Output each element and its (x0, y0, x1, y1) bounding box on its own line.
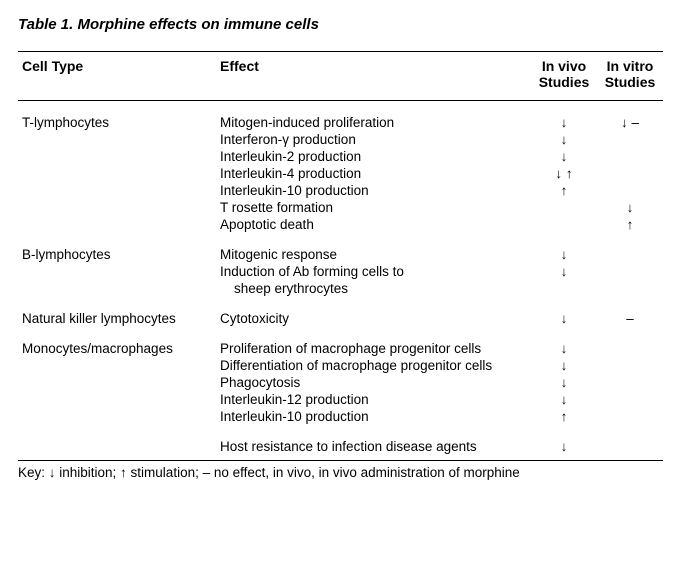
cell-type (18, 263, 216, 280)
cell-type (18, 182, 216, 199)
cell-type: B-lymphocytes (18, 233, 216, 263)
cell-effect: Mitogen-induced proliferation (216, 101, 531, 131)
table-row: sheep erythrocytes (18, 280, 663, 297)
header-cell-type: Cell Type (18, 52, 216, 101)
cell-effect: Interleukin-4 production (216, 165, 531, 182)
table-row: Interleukin-4 production ↓ ↑ (18, 165, 663, 182)
table-row: Interleukin-2 production ↓ (18, 148, 663, 165)
cell-vitro (597, 425, 663, 461)
cell-vivo: ↓ (531, 131, 597, 148)
cell-vitro: ↑ (597, 216, 663, 233)
cell-type (18, 148, 216, 165)
cell-effect: Proliferation of macrophage progenitor c… (216, 327, 531, 357)
cell-type: Natural killer lymphocytes (18, 297, 216, 327)
cell-effect: Interferon-γ production (216, 131, 531, 148)
table-row: Phagocytosis ↓ (18, 374, 663, 391)
cell-vitro (597, 280, 663, 297)
cell-type (18, 216, 216, 233)
table-title: Table 1. Morphine effects on immune cell… (18, 16, 663, 33)
cell-type (18, 357, 216, 374)
table-row: Host resistance to infection disease age… (18, 425, 663, 461)
cell-vivo: ↓ (531, 148, 597, 165)
cell-vitro (597, 165, 663, 182)
effects-table: Cell Type Effect In vivo Studies In vitr… (18, 51, 663, 461)
cell-vivo: ↓ (531, 101, 597, 131)
cell-vivo (531, 280, 597, 297)
cell-vivo: ↓ (531, 357, 597, 374)
cell-vivo: ↓ (531, 263, 597, 280)
table-row: B-lymphocytes Mitogenic response ↓ (18, 233, 663, 263)
cell-type (18, 374, 216, 391)
table-row: Induction of Ab forming cells to ↓ (18, 263, 663, 280)
cell-type (18, 280, 216, 297)
cell-vitro: ↓ (597, 199, 663, 216)
cell-type (18, 425, 216, 461)
table-row: T rosette formation ↓ (18, 199, 663, 216)
header-in-vitro: In vitro Studies (597, 52, 663, 101)
cell-vitro (597, 357, 663, 374)
table-key: Key: ↓ inhibition; ↑ stimulation; – no e… (18, 465, 663, 480)
cell-effect: sheep erythrocytes (216, 280, 531, 297)
cell-type (18, 131, 216, 148)
header-row: Cell Type Effect In vivo Studies In vitr… (18, 52, 663, 101)
table-row: Differentiation of macrophage progenitor… (18, 357, 663, 374)
cell-effect: Interleukin-10 production (216, 408, 531, 425)
cell-vivo: ↓ ↑ (531, 165, 597, 182)
cell-type (18, 408, 216, 425)
cell-effect: Host resistance to infection disease age… (216, 425, 531, 461)
cell-vitro (597, 391, 663, 408)
cell-vivo: ↑ (531, 408, 597, 425)
cell-vitro: ↓ – (597, 101, 663, 131)
cell-effect: Phagocytosis (216, 374, 531, 391)
cell-type (18, 165, 216, 182)
header-effect: Effect (216, 52, 531, 101)
cell-effect: Induction of Ab forming cells to (216, 263, 531, 280)
cell-vitro: – (597, 297, 663, 327)
table-row: Apoptotic death ↑ (18, 216, 663, 233)
table-row: Natural killer lymphocytes Cytotoxicity … (18, 297, 663, 327)
cell-vivo: ↓ (531, 425, 597, 461)
cell-effect: Apoptotic death (216, 216, 531, 233)
header-in-vivo: In vivo Studies (531, 52, 597, 101)
cell-type: T-lymphocytes (18, 101, 216, 131)
table-row: Monocytes/macrophages Proliferation of m… (18, 327, 663, 357)
cell-vivo: ↑ (531, 182, 597, 199)
cell-effect: Interleukin-10 production (216, 182, 531, 199)
cell-vitro (597, 182, 663, 199)
table-row: Interleukin-12 production ↓ (18, 391, 663, 408)
cell-type (18, 391, 216, 408)
cell-vitro (597, 131, 663, 148)
table-row: Interferon-γ production ↓ (18, 131, 663, 148)
cell-type: Monocytes/macrophages (18, 327, 216, 357)
cell-vivo: ↓ (531, 327, 597, 357)
cell-effect: Cytotoxicity (216, 297, 531, 327)
cell-vitro (597, 327, 663, 357)
cell-vitro (597, 148, 663, 165)
cell-vivo: ↓ (531, 391, 597, 408)
cell-vitro (597, 374, 663, 391)
cell-vivo: ↓ (531, 374, 597, 391)
table-row: Interleukin-10 production ↑ (18, 408, 663, 425)
table-row: Interleukin-10 production ↑ (18, 182, 663, 199)
cell-vivo (531, 199, 597, 216)
cell-vivo: ↓ (531, 297, 597, 327)
cell-vitro (597, 263, 663, 280)
cell-vitro (597, 233, 663, 263)
cell-effect: Mitogenic response (216, 233, 531, 263)
cell-vivo (531, 216, 597, 233)
cell-effect: Interleukin-12 production (216, 391, 531, 408)
cell-vivo: ↓ (531, 233, 597, 263)
cell-effect: Differentiation of macrophage progenitor… (216, 357, 531, 374)
cell-type (18, 199, 216, 216)
cell-effect: Interleukin-2 production (216, 148, 531, 165)
cell-effect: T rosette formation (216, 199, 531, 216)
cell-vitro (597, 408, 663, 425)
table-row: T-lymphocytes Mitogen-induced proliferat… (18, 101, 663, 131)
